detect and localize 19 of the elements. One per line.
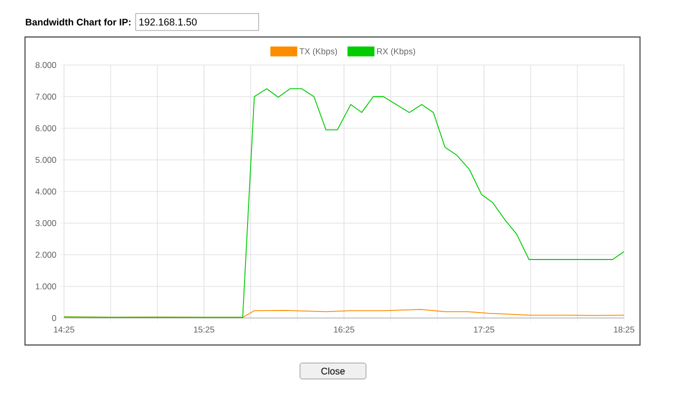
y-tick-label: 3.000	[36, 220, 56, 226]
y-tick-label: 2.000	[36, 252, 56, 258]
chart-subtitle: 192.168.1.50	[139, 18, 197, 26]
y-tick-label: 6.000	[36, 125, 56, 132]
chart-title: Bandwidth Chart for IP:	[26, 18, 130, 26]
y-tick-label: 5.000	[36, 156, 56, 163]
x-tick-label: 14:25	[54, 326, 74, 333]
y-tick-label: 8.000	[36, 62, 56, 68]
x-tick-label: 16:25	[334, 326, 354, 333]
y-tick-label: 1.000	[36, 283, 56, 290]
legend-label: TX (Kbps)	[299, 48, 337, 56]
legend-label: RX (Kbps)	[377, 48, 416, 56]
y-tick-label: 4.000	[35, 188, 56, 195]
y-tick-label: 0	[52, 315, 56, 322]
x-tick-label: 15:25	[194, 326, 214, 333]
x-tick-label: 17:25	[474, 326, 494, 333]
text: Close	[321, 368, 345, 374]
y-tick-label: 7.000	[36, 94, 56, 100]
x-tick-label: 18:25	[614, 326, 634, 333]
